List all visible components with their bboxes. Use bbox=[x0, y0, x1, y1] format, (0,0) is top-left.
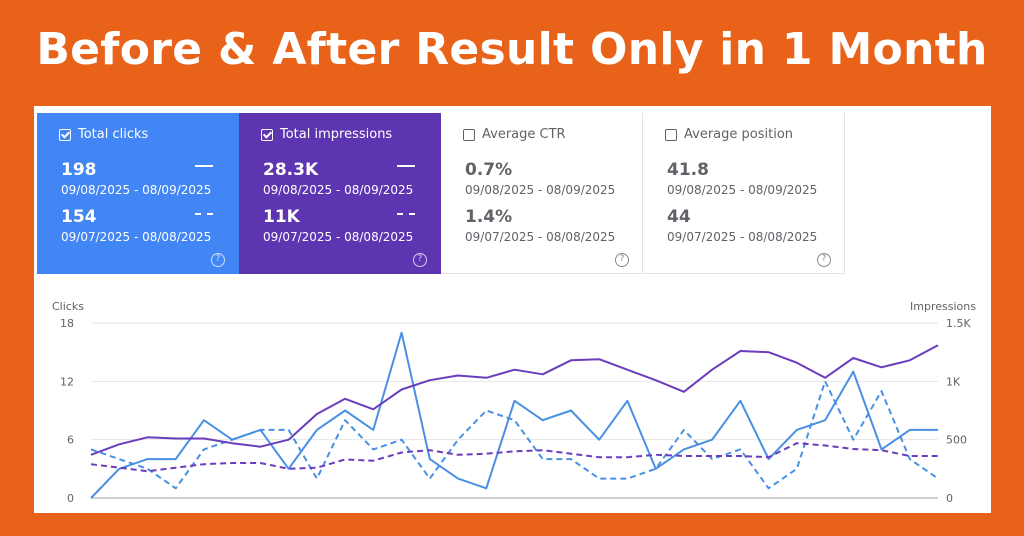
help-icon[interactable]: ? bbox=[211, 253, 225, 267]
card-header[interactable]: Average position bbox=[665, 127, 793, 142]
metric-card-average-position[interactable]: Average position 41.8 09/08/2025 - 08/09… bbox=[643, 113, 845, 274]
report-panel: Total clicks 198 09/08/2025 - 08/09/2025… bbox=[34, 106, 991, 513]
card-label: Average CTR bbox=[482, 127, 566, 142]
current-value: 28.3K bbox=[263, 160, 319, 180]
previous-value: 154 bbox=[61, 207, 97, 227]
series-line-clicks-current bbox=[90, 331, 938, 499]
checkbox-checked-icon[interactable] bbox=[261, 128, 273, 141]
current-value: 0.7% bbox=[465, 160, 513, 180]
series-line-clicks-previous bbox=[90, 380, 939, 490]
card-label: Total impressions bbox=[280, 127, 393, 142]
checkbox-checked-icon[interactable] bbox=[59, 128, 71, 141]
current-range: 09/08/2025 - 08/09/2025 bbox=[465, 183, 616, 197]
dashed-line-legend-icon bbox=[397, 213, 415, 215]
card-label: Average position bbox=[684, 127, 794, 142]
help-icon[interactable]: ? bbox=[615, 253, 629, 267]
current-range: 09/08/2025 - 08/09/2025 bbox=[61, 183, 212, 197]
left-tick-labels: 0 6 12 18 bbox=[60, 317, 74, 505]
y2-tick-label: 1K bbox=[946, 375, 961, 388]
checkbox-unchecked-icon[interactable] bbox=[665, 128, 677, 141]
series-lines bbox=[90, 331, 939, 499]
solid-line-legend-icon bbox=[397, 165, 415, 167]
solid-line-legend-icon bbox=[195, 165, 213, 167]
card-label: Total clicks bbox=[78, 127, 149, 142]
help-icon[interactable]: ? bbox=[817, 253, 831, 267]
y-tick-label: 6 bbox=[67, 434, 74, 447]
series-line-impressions-previous bbox=[90, 442, 938, 473]
previous-range: 09/07/2025 - 08/08/2025 bbox=[667, 230, 818, 244]
previous-value: 1.4% bbox=[465, 207, 513, 227]
current-range: 09/08/2025 - 08/09/2025 bbox=[667, 183, 818, 197]
previous-range: 09/07/2025 - 08/08/2025 bbox=[263, 230, 414, 244]
y-axis-label-clicks: Clicks bbox=[52, 300, 84, 313]
dashed-line-legend-icon bbox=[195, 213, 213, 215]
series-line-impressions-current bbox=[90, 344, 939, 456]
current-value: 41.8 bbox=[667, 160, 709, 180]
metric-card-total-clicks[interactable]: Total clicks 198 09/08/2025 - 08/09/2025… bbox=[37, 113, 239, 274]
previous-value: 44 bbox=[667, 207, 691, 227]
previous-range: 09/07/2025 - 08/08/2025 bbox=[465, 230, 616, 244]
y2-tick-label: 1.5K bbox=[946, 317, 971, 330]
previous-value: 11K bbox=[263, 207, 300, 227]
y2-tick-label: 500 bbox=[946, 434, 967, 447]
card-header[interactable]: Total clicks bbox=[59, 127, 148, 142]
checkbox-unchecked-icon[interactable] bbox=[463, 128, 475, 141]
y2-axis-label-impressions: Impressions bbox=[910, 300, 976, 313]
y-tick-label: 18 bbox=[60, 317, 74, 330]
banner-title: Before & After Result Only in 1 Month bbox=[36, 24, 988, 75]
card-header[interactable]: Average CTR bbox=[463, 127, 566, 142]
y2-tick-label: 0 bbox=[946, 492, 953, 505]
performance-line-chart: Clicks Impressions 0 6 12 18 0 500 1K 1.5K bbox=[52, 300, 976, 505]
gridlines bbox=[91, 322, 938, 499]
right-tick-labels: 0 500 1K 1.5K bbox=[946, 317, 971, 505]
current-value: 198 bbox=[61, 160, 97, 180]
current-range: 09/08/2025 - 08/09/2025 bbox=[263, 183, 414, 197]
metric-card-total-impressions[interactable]: Total impressions 28.3K 09/08/2025 - 08/… bbox=[239, 113, 441, 274]
y-tick-label: 12 bbox=[60, 375, 74, 388]
y-tick-label: 0 bbox=[67, 492, 74, 505]
metric-card-average-ctr[interactable]: Average CTR 0.7% 09/08/2025 - 08/09/2025… bbox=[441, 113, 643, 274]
help-icon[interactable]: ? bbox=[413, 253, 427, 267]
previous-range: 09/07/2025 - 08/08/2025 bbox=[61, 230, 212, 244]
card-header[interactable]: Total impressions bbox=[261, 127, 392, 142]
